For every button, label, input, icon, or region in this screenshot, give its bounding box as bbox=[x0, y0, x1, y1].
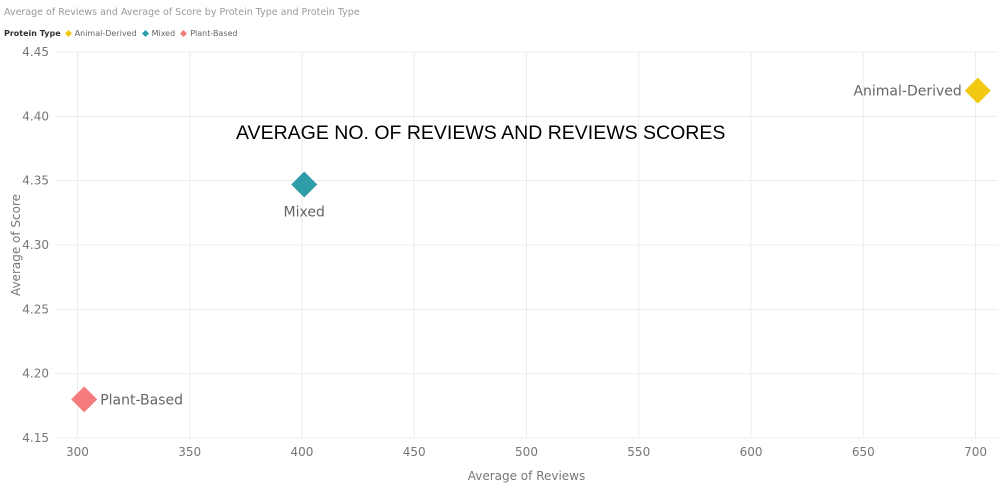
y-tick-label: 4.20 bbox=[22, 367, 49, 381]
x-tick-label: 400 bbox=[291, 445, 314, 459]
legend-label: Animal-Derived bbox=[74, 29, 137, 38]
legend-title: Protein Type bbox=[4, 29, 61, 38]
data-label: Mixed bbox=[284, 205, 325, 221]
y-tick-label: 4.35 bbox=[22, 174, 49, 188]
x-tick-label: 650 bbox=[852, 445, 875, 459]
y-axis-title: Average of Score bbox=[9, 194, 23, 296]
legend: Protein Type Animal-Derived Mixed Plant-… bbox=[4, 29, 244, 38]
data-point bbox=[964, 77, 991, 104]
legend-item-mixed[interactable]: Mixed bbox=[141, 29, 176, 38]
y-tick-label: 4.40 bbox=[22, 109, 49, 123]
y-tick-label: 4.45 bbox=[22, 45, 49, 59]
x-tick-label: 600 bbox=[740, 445, 763, 459]
data-point bbox=[291, 171, 318, 198]
x-tick-label: 500 bbox=[515, 445, 538, 459]
y-tick-label: 4.30 bbox=[22, 238, 49, 252]
x-tick-label: 350 bbox=[178, 445, 201, 459]
y-tick-label: 4.25 bbox=[22, 302, 49, 316]
x-tick-label: 300 bbox=[66, 445, 89, 459]
data-label: Animal-Derived bbox=[853, 84, 961, 100]
data-label: Plant-Based bbox=[100, 392, 183, 408]
x-tick-label: 700 bbox=[964, 445, 987, 459]
chart-annotation: AVERAGE NO. OF REVIEWS AND REVIEWS SCORE… bbox=[236, 122, 726, 144]
data-point bbox=[71, 386, 98, 413]
legend-label: Mixed bbox=[151, 29, 176, 38]
chart-title: Average of Reviews and Average of Score … bbox=[4, 7, 360, 18]
y-tick-label: 4.15 bbox=[22, 431, 49, 445]
legend-item-animal-derived[interactable]: Animal-Derived bbox=[64, 29, 137, 38]
x-axis-title: Average of Reviews bbox=[468, 469, 586, 483]
x-tick-label: 450 bbox=[403, 445, 426, 459]
legend-label: Plant-Based bbox=[190, 29, 238, 38]
x-tick-label: 550 bbox=[627, 445, 650, 459]
legend-item-plant-based[interactable]: Plant-Based bbox=[180, 29, 238, 38]
